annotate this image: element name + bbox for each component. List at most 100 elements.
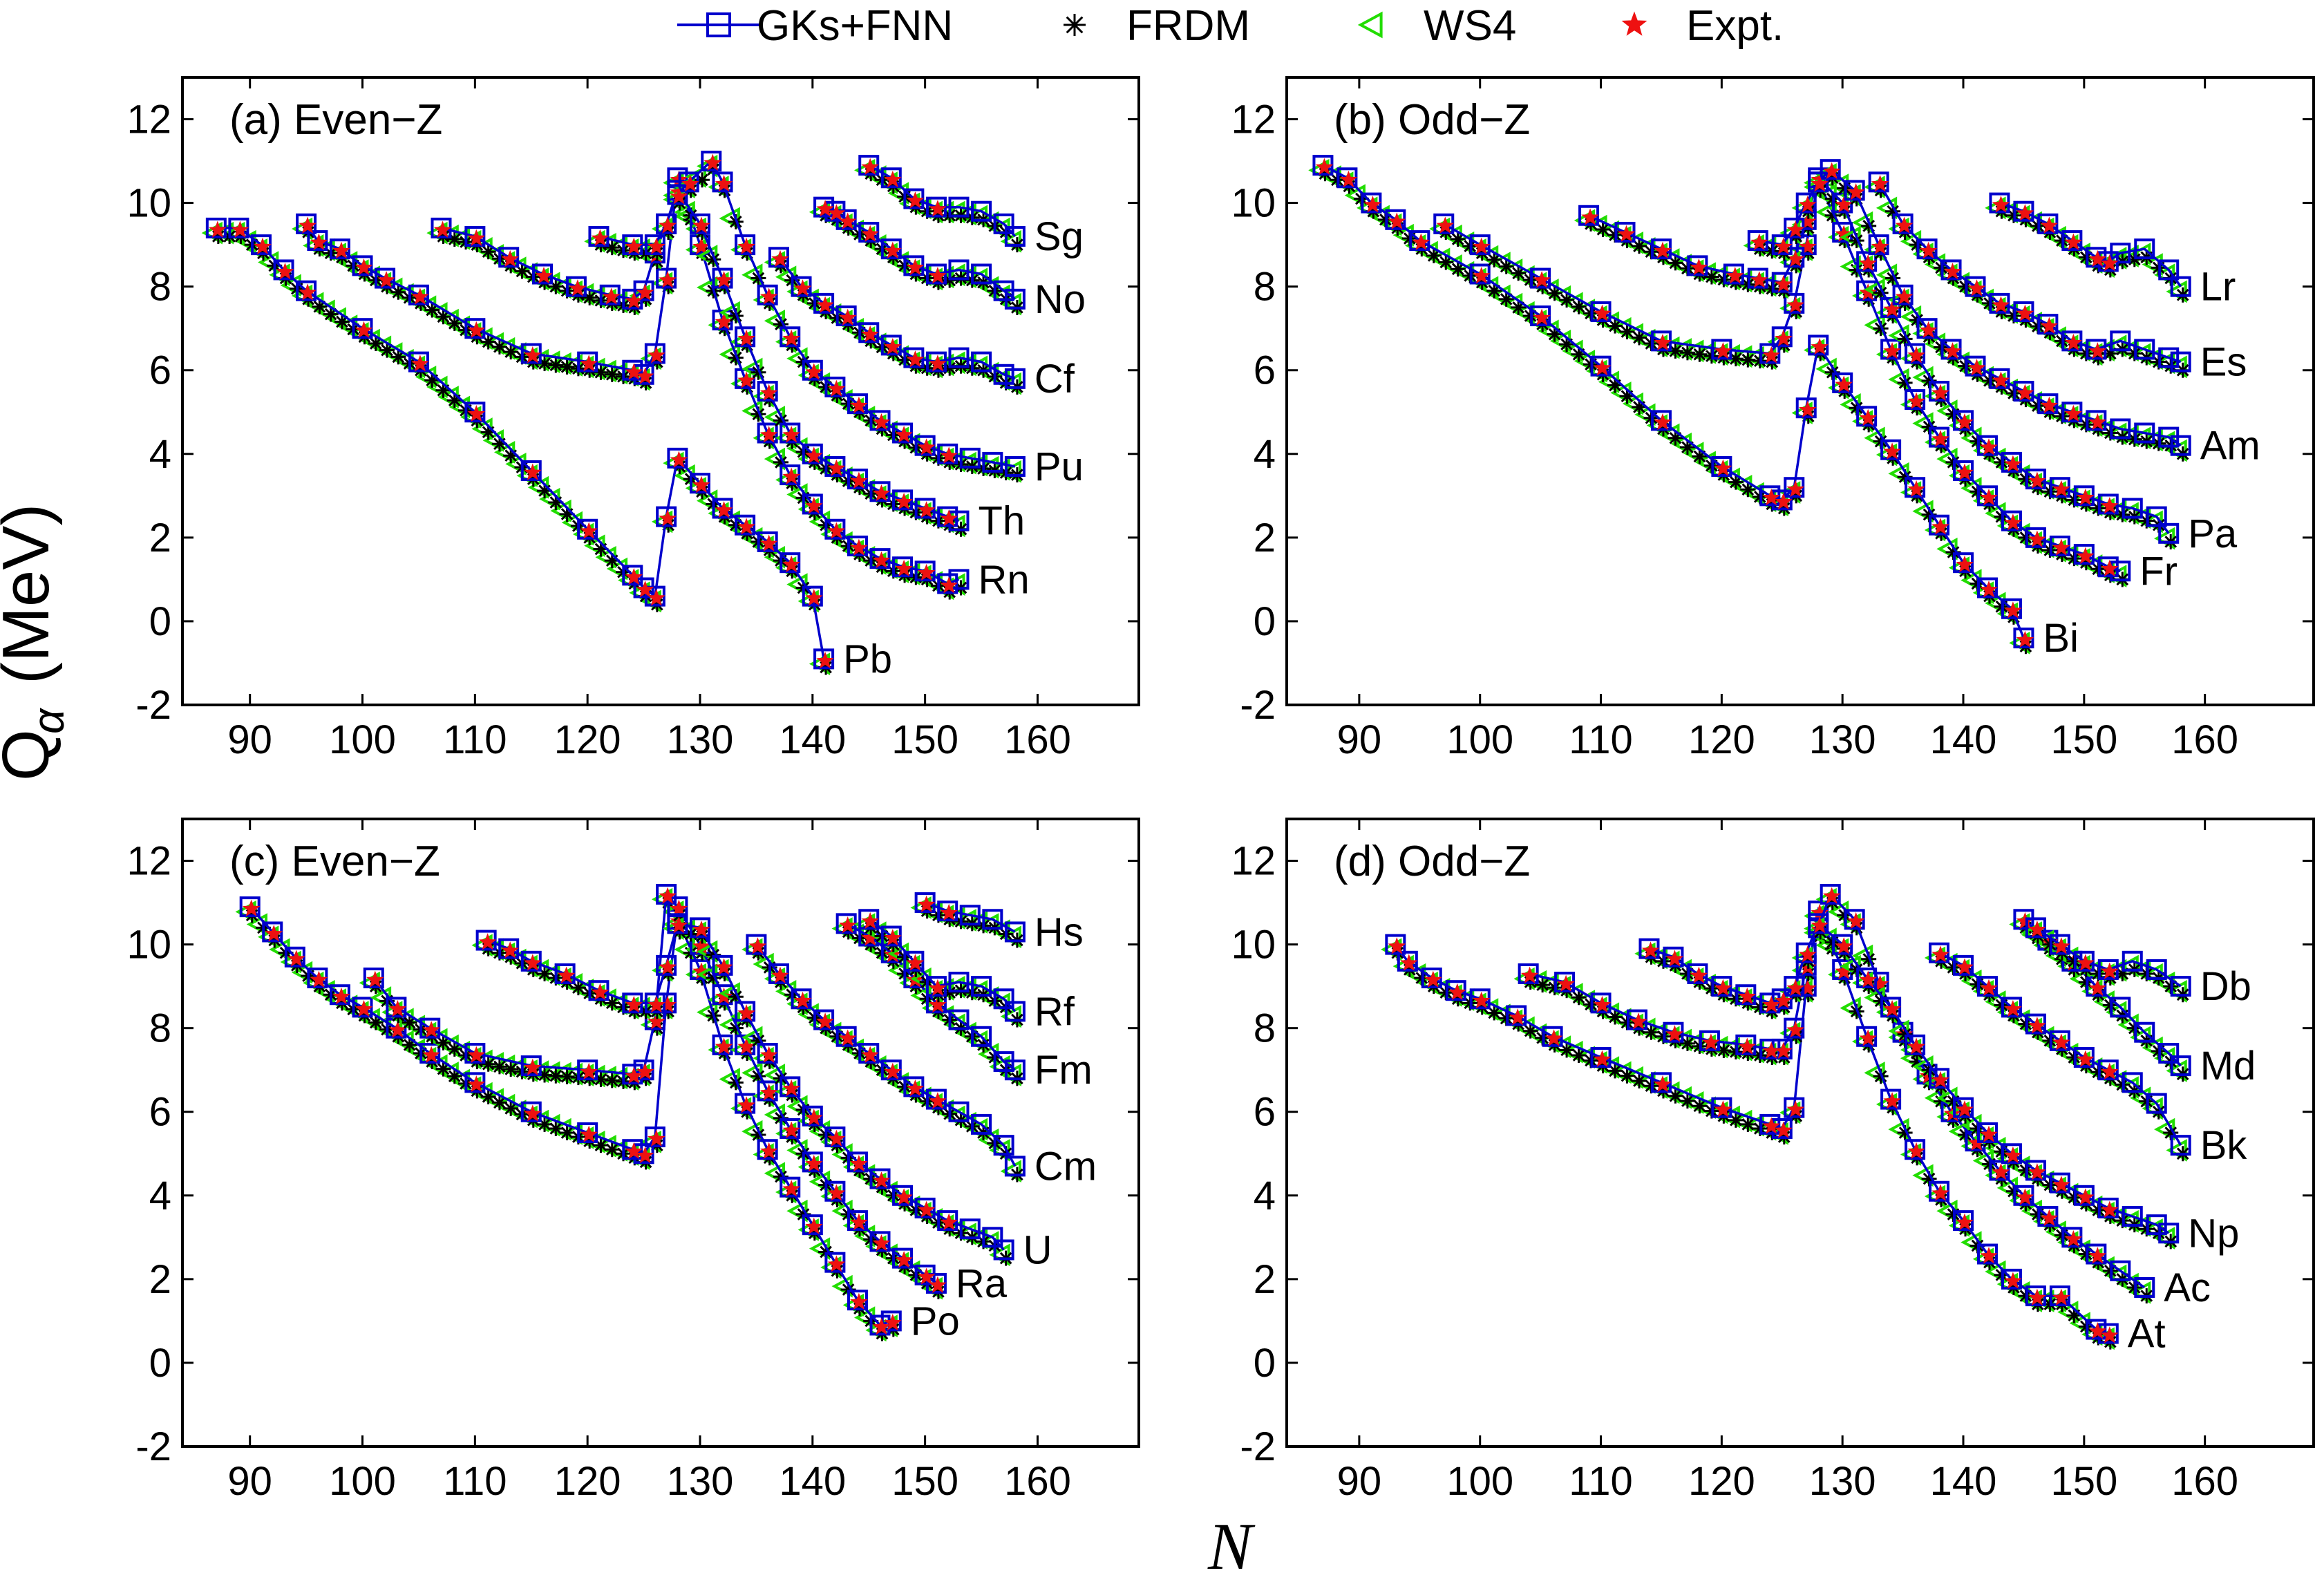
gks-line	[372, 891, 937, 1285]
expt-point	[299, 283, 317, 301]
expt-point	[467, 404, 486, 422]
expt-point	[895, 559, 913, 577]
gks-point	[971, 976, 992, 997]
expt-point	[2016, 630, 2034, 648]
expt-point	[1931, 518, 1949, 535]
expt-point	[782, 467, 801, 484]
expt-point	[2077, 488, 2095, 506]
expt-point	[2028, 1163, 2046, 1180]
expt-point	[1786, 296, 1805, 313]
y-tick-label: 2	[1254, 1257, 1276, 1302]
gks-point	[993, 364, 1014, 385]
gks-point	[971, 263, 992, 285]
gks-point	[2134, 238, 2155, 260]
expt-point	[231, 220, 249, 238]
gks-point	[2170, 1055, 2191, 1077]
expt-point	[782, 1180, 801, 1197]
expt-point	[2004, 513, 2022, 531]
expt-point	[895, 426, 913, 443]
expt-point	[1533, 271, 1551, 288]
expt-point	[884, 1313, 902, 1331]
label-db: Db	[2200, 964, 2251, 1009]
frdm-point	[559, 1125, 575, 1140]
expt-point	[2052, 937, 2070, 954]
frdm-point	[604, 366, 620, 382]
frdm-point	[1486, 283, 1502, 299]
frdm-point	[1438, 254, 1454, 270]
frdm-point	[1522, 1023, 1538, 1039]
gks-point	[948, 972, 970, 993]
series-hs	[910, 892, 1026, 949]
frdm-point	[435, 1035, 451, 1050]
y-tick-label: 4	[1254, 1173, 1276, 1218]
expt-point	[535, 267, 553, 284]
gks-point	[1004, 226, 1026, 247]
frdm-point	[491, 1059, 507, 1075]
gks-point	[971, 351, 992, 373]
expt-point	[1907, 1142, 1925, 1160]
frdm-point	[1426, 247, 1442, 263]
expt-point	[2101, 1200, 2119, 1218]
legend: GKs+FNN FRDM WS4 Expt.	[677, 2, 1784, 50]
expt-point	[254, 237, 272, 255]
expt-point	[872, 1318, 891, 1335]
expt-point	[1750, 233, 1768, 250]
expt-point	[636, 283, 654, 301]
expt-point	[670, 899, 688, 917]
frdm-point	[480, 1088, 496, 1104]
expt-point	[782, 1079, 801, 1097]
frdm-point	[503, 1100, 519, 1116]
expt-point	[625, 567, 643, 585]
expt-point	[1665, 950, 1684, 967]
expt-point	[659, 958, 677, 975]
expt-point	[1654, 333, 1672, 351]
gks-point	[2122, 1072, 2143, 1093]
y-tick-label: 0	[1254, 599, 1276, 644]
expt-point	[737, 237, 755, 255]
frdm-point	[312, 299, 328, 314]
x-tick-label: 160	[2171, 717, 2238, 762]
label-fr: Fr	[2139, 549, 2177, 594]
series-pa	[1574, 167, 2180, 550]
expt-point	[1895, 287, 1914, 305]
expt-point	[1907, 480, 1925, 498]
label-lr: Lr	[2200, 265, 2236, 310]
series-cf	[764, 247, 1026, 395]
label-rn: Rn	[978, 557, 1029, 602]
expt-point	[299, 216, 317, 234]
expt-point	[1835, 937, 1853, 954]
x-tick-label: 160	[2171, 1459, 2238, 1504]
gks-point	[982, 909, 1003, 930]
plot-area	[1381, 883, 2191, 1350]
label-cm: Cm	[1035, 1144, 1097, 1189]
expt-point	[1363, 196, 1382, 213]
expt-point	[310, 970, 328, 988]
expt-point	[1956, 413, 1974, 431]
expt-point	[838, 916, 857, 934]
expt-point	[805, 1154, 823, 1172]
frdm-point	[1607, 1063, 1623, 1079]
expt-point	[1883, 1092, 1901, 1109]
expt-point	[906, 191, 925, 209]
expt-point	[1388, 212, 1406, 229]
expt-point	[2101, 254, 2119, 272]
expt-point	[1714, 1100, 1732, 1118]
series-ac	[1513, 883, 2155, 1304]
frdm-point	[334, 314, 350, 330]
x-tick-label: 110	[1569, 717, 1632, 762]
expt-point	[1895, 216, 1914, 234]
expt-point	[625, 363, 643, 380]
expt-point	[2004, 601, 2022, 619]
expt-point	[1412, 233, 1430, 250]
expt-point	[1798, 945, 1817, 963]
expt-point	[827, 459, 846, 476]
expt-point	[884, 241, 902, 259]
expt-point	[2101, 1326, 2119, 1343]
expt-point	[906, 954, 925, 971]
expt-point	[917, 1267, 936, 1285]
frdm-point	[1668, 255, 1683, 271]
y-axis-title-unit: (MeV)	[0, 504, 63, 684]
expt-point	[917, 501, 936, 518]
expt-point	[366, 970, 384, 988]
